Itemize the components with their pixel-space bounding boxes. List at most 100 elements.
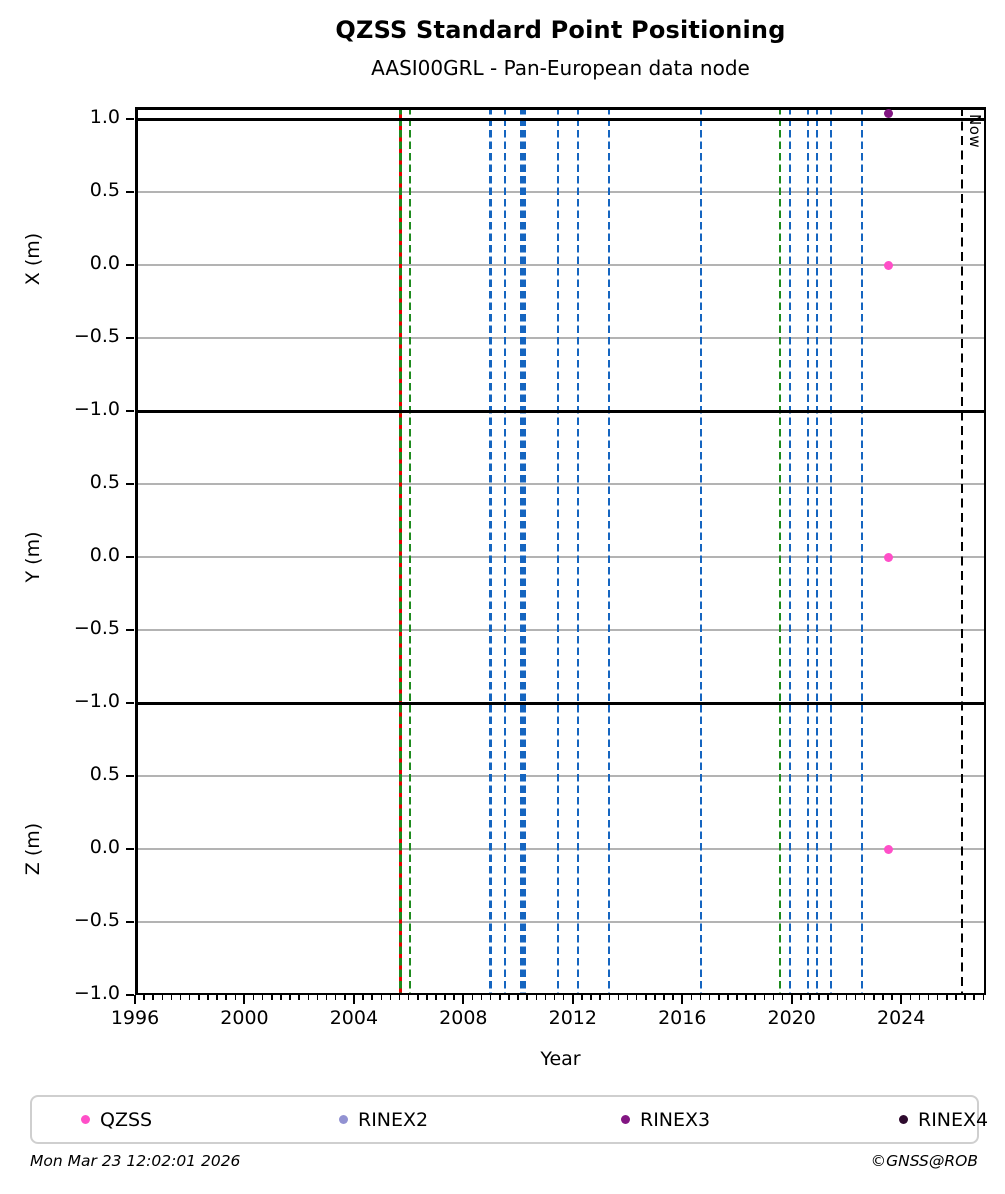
y-axis-label: Y (m) [22, 531, 44, 583]
event-line-green [778, 107, 782, 995]
x-major-tick [134, 995, 136, 1004]
event-line-blue [607, 107, 611, 995]
x-minor-tick [772, 995, 775, 1000]
subplot-boundary-line [135, 409, 986, 413]
x-minor-tick [827, 995, 829, 1000]
x-minor-tick [234, 995, 237, 1000]
x-minor-tick [946, 995, 948, 1000]
x-minor-tick [763, 995, 766, 1000]
x-minor-tick [289, 995, 291, 1000]
x-minor-tick [508, 995, 510, 1000]
x-minor-tick [453, 995, 455, 1000]
x-minor-tick [982, 995, 984, 1000]
plot-area: Now [126, 107, 986, 1004]
event-line-blue [520, 107, 523, 995]
x-minor-tick [216, 995, 218, 1000]
x-minor-tick [608, 995, 611, 1000]
event-line-blue [806, 107, 810, 995]
x-minor-tick [918, 995, 921, 1000]
x-minor-tick [781, 995, 784, 1000]
chart-subtitle: AASI00GRL - Pan-European data node [371, 56, 750, 80]
y-tick [126, 118, 134, 121]
y-tick [126, 556, 134, 559]
x-minor-tick [727, 995, 729, 1000]
legend-item-qzss: QZSS [81, 1097, 152, 1142]
x-minor-tick [581, 995, 583, 1000]
legend-label: RINEX2 [358, 1108, 429, 1131]
x-minor-tick [845, 995, 848, 1000]
x-minor-tick [489, 995, 492, 1000]
unit-gridline [135, 118, 986, 121]
x-minor-tick [517, 995, 519, 1000]
x-minor-tick [863, 995, 866, 1000]
x-minor-tick [480, 995, 483, 1000]
x-major-tick [900, 995, 903, 1004]
x-minor-tick [362, 995, 364, 1000]
x-minor-tick [645, 995, 647, 1000]
x-minor-tick [562, 995, 565, 1000]
x-minor-tick [699, 995, 702, 1000]
x-minor-tick [708, 995, 711, 1000]
data-point-rinex3 [883, 109, 893, 119]
y-axis-label: Z (m) [22, 822, 44, 876]
x-minor-tick [526, 995, 528, 1000]
gridline [135, 629, 986, 632]
x-minor-tick [298, 995, 300, 1000]
x-tick-label: 1996 [110, 1007, 160, 1029]
x-minor-tick [544, 995, 547, 1000]
x-minor-tick [955, 995, 957, 1000]
x-minor-tick [635, 995, 638, 1000]
x-tick-label: 2000 [220, 1007, 269, 1029]
event-line-blue [815, 107, 819, 995]
y-tick-label: 0.5 [89, 471, 120, 494]
x-minor-tick [736, 995, 738, 1000]
chart-title: QZSS Standard Point Positioning [335, 16, 786, 44]
x-minor-tick [599, 995, 601, 1000]
x-minor-tick [836, 995, 839, 1000]
x-minor-tick [535, 995, 538, 1000]
x-minor-tick [334, 995, 337, 1000]
x-minor-tick [316, 995, 319, 1000]
event-line-blue [503, 107, 507, 995]
subplot-boundary-line [135, 701, 986, 705]
x-minor-tick [252, 995, 255, 1000]
x-minor-tick [407, 995, 410, 1000]
legend-marker-dot [81, 1115, 90, 1124]
y-tick [126, 848, 134, 851]
y-tick [126, 483, 134, 486]
event-line-blue [523, 107, 526, 995]
y-tick-label: −0.5 [73, 909, 120, 932]
legend-label: RINEX4 [918, 1108, 989, 1131]
x-minor-tick [188, 995, 191, 1000]
y-tick [126, 410, 134, 413]
x-minor-tick [927, 995, 930, 1000]
x-minor-tick [654, 995, 656, 1000]
data-point-qzss [883, 260, 893, 270]
x-minor-tick [170, 995, 173, 1000]
legend-marker-dot [899, 1115, 908, 1124]
x-minor-tick [198, 995, 200, 1000]
event-line-blue [489, 107, 492, 995]
x-minor-tick [161, 995, 164, 1000]
footer-timestamp: Mon Mar 23 12:02:01 2026 [30, 1152, 241, 1170]
data-point-qzss [883, 552, 893, 562]
event-line-green [399, 107, 402, 995]
bottom-spine [135, 992, 986, 995]
x-minor-tick [718, 995, 720, 1000]
event-line-blue [576, 107, 580, 995]
y-tick-label: −0.5 [73, 617, 120, 640]
x-major-tick [352, 995, 355, 1004]
x-minor-tick [261, 995, 264, 1000]
gridline [135, 848, 986, 850]
gridline [135, 264, 986, 267]
x-minor-tick [553, 995, 556, 1000]
x-minor-tick [873, 995, 875, 1000]
event-line-blue [788, 107, 792, 995]
x-minor-tick [672, 995, 674, 1000]
x-minor-tick [207, 995, 209, 1000]
x-minor-tick [371, 995, 373, 1000]
y-tick-label: 0.5 [89, 763, 120, 786]
x-minor-tick [690, 995, 693, 1000]
x-major-tick [681, 995, 684, 1004]
x-minor-tick [389, 995, 392, 1000]
